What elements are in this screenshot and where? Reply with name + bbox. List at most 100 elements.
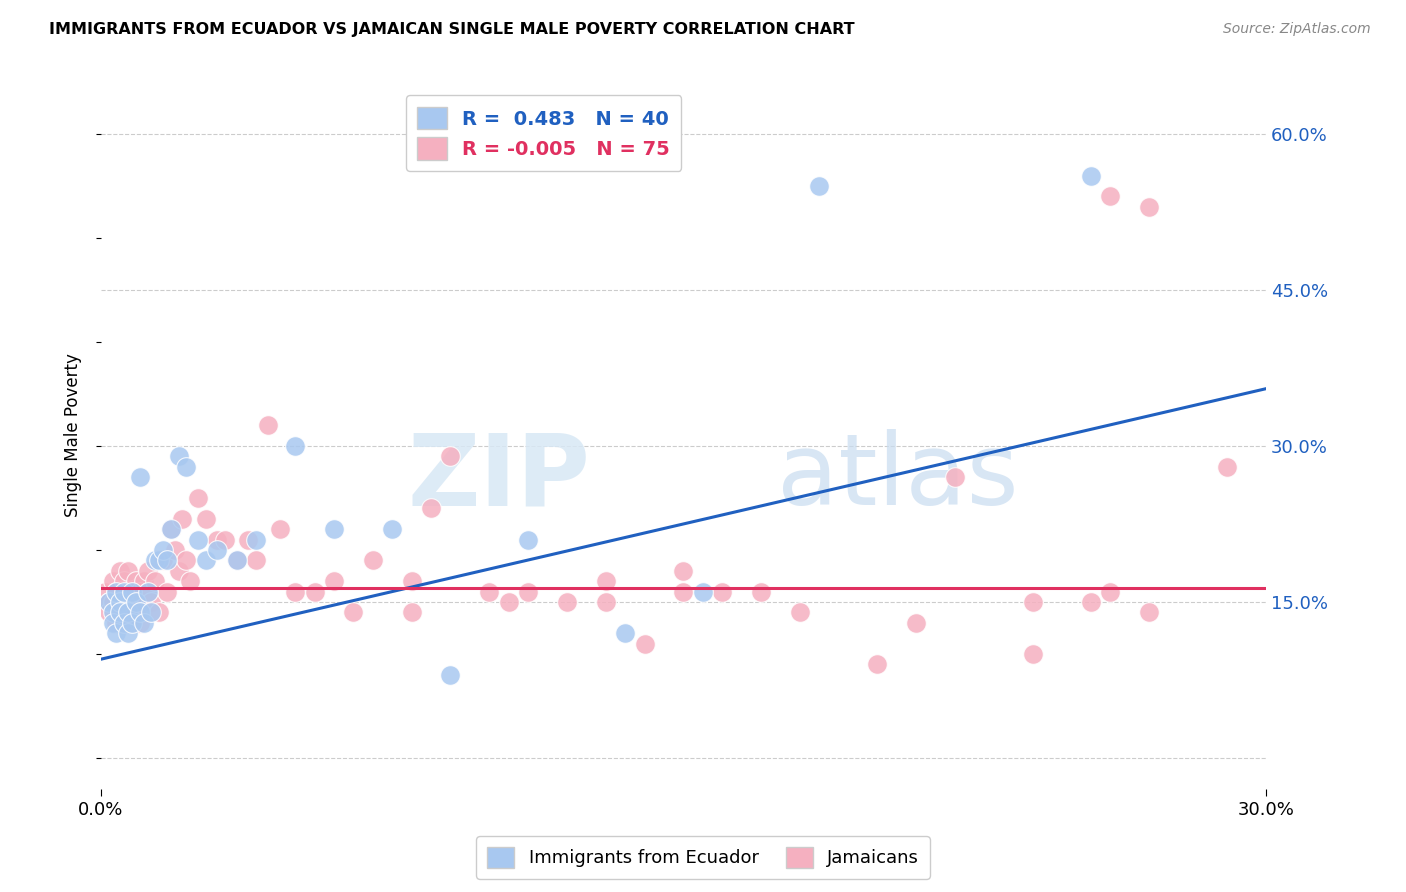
Point [614, 626, 637, 640]
Point [595, 574, 617, 589]
Point [342, 606, 364, 620]
Point [94, 584, 117, 599]
Text: IMMIGRANTS FROM ECUADOR VS JAMAICAN SINGLE MALE POVERTY CORRELATION CHART: IMMIGRANTS FROM ECUADOR VS JAMAICAN SING… [49, 22, 855, 37]
Point [194, 512, 217, 526]
Point [555, 595, 578, 609]
Point [167, 450, 190, 464]
Legend: Immigrants from Ecuador, Jamaicans: Immigrants from Ecuador, Jamaicans [477, 836, 929, 879]
Point [1216, 459, 1239, 474]
Point [97, 606, 120, 620]
Point [160, 522, 183, 536]
Point [1080, 595, 1102, 609]
Legend: R =  0.483   N = 40, R = -0.005   N = 75: R = 0.483 N = 40, R = -0.005 N = 75 [406, 95, 682, 171]
Point [672, 584, 695, 599]
Point [257, 418, 280, 433]
Point [105, 584, 128, 599]
Point [128, 606, 150, 620]
Point [866, 657, 889, 672]
Text: atlas: atlas [776, 429, 1018, 526]
Point [152, 543, 174, 558]
Point [245, 533, 267, 547]
Point [156, 553, 179, 567]
Point [808, 178, 831, 193]
Point [117, 584, 139, 599]
Point [176, 553, 198, 567]
Point [112, 615, 135, 630]
Point [128, 470, 150, 484]
Point [125, 606, 148, 620]
Point [749, 584, 772, 599]
Point [112, 574, 135, 589]
Point [172, 512, 194, 526]
Point [101, 595, 124, 609]
Point [110, 564, 132, 578]
Point [125, 574, 148, 589]
Point [214, 533, 236, 547]
Point [245, 553, 267, 567]
Point [1080, 169, 1102, 183]
Point [148, 553, 170, 567]
Point [179, 574, 201, 589]
Point [160, 522, 183, 536]
Point [284, 439, 307, 453]
Point [132, 574, 155, 589]
Point [1022, 647, 1045, 661]
Point [1022, 595, 1045, 609]
Point [1137, 200, 1160, 214]
Point [1099, 189, 1122, 203]
Point [269, 522, 291, 536]
Point [225, 553, 247, 567]
Point [401, 606, 423, 620]
Point [112, 615, 135, 630]
Point [381, 522, 404, 536]
Point [1137, 606, 1160, 620]
Point [141, 606, 163, 620]
Point [101, 615, 124, 630]
Point [121, 615, 143, 630]
Point [478, 584, 501, 599]
Point [905, 615, 928, 630]
Point [117, 626, 139, 640]
Point [711, 584, 734, 599]
Point [136, 584, 159, 599]
Text: Source: ZipAtlas.com: Source: ZipAtlas.com [1223, 22, 1371, 37]
Point [401, 574, 423, 589]
Point [943, 470, 966, 484]
Point [101, 606, 124, 620]
Point [304, 584, 326, 599]
Point [136, 564, 159, 578]
Point [167, 564, 190, 578]
Point [143, 553, 166, 567]
Point [97, 595, 120, 609]
Point [692, 584, 714, 599]
Point [152, 553, 174, 567]
Point [128, 615, 150, 630]
Point [156, 584, 179, 599]
Point [105, 626, 128, 640]
Point [207, 543, 229, 558]
Point [284, 584, 307, 599]
Point [498, 595, 520, 609]
Point [97, 595, 120, 609]
Point [187, 533, 209, 547]
Point [117, 564, 139, 578]
Point [187, 491, 209, 505]
Point [105, 584, 128, 599]
Point [361, 553, 384, 567]
Point [517, 584, 540, 599]
Point [322, 574, 344, 589]
Point [121, 615, 143, 630]
Point [1099, 584, 1122, 599]
Point [322, 522, 344, 536]
Point [595, 595, 617, 609]
Point [194, 553, 217, 567]
Point [136, 584, 159, 599]
Point [143, 574, 166, 589]
Text: ZIP: ZIP [408, 429, 591, 526]
Point [207, 533, 229, 547]
Point [439, 450, 461, 464]
Point [125, 595, 148, 609]
Point [112, 584, 135, 599]
Point [225, 553, 247, 567]
Point [121, 584, 143, 599]
